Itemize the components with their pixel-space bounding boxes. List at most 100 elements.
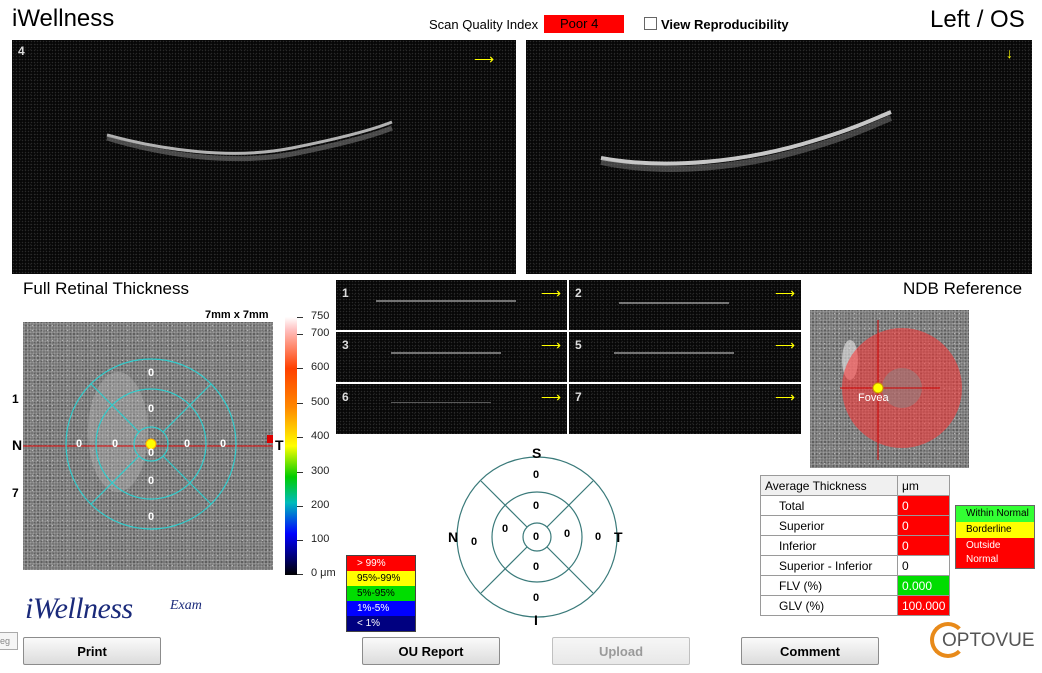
row-label-superior-inferior: Superior - Inferior <box>760 555 898 576</box>
arrow-right-icon: ⟶ <box>474 51 495 67</box>
row-value-superior: 0 <box>896 515 951 536</box>
sector-value-outer-temporal: 0 <box>595 531 602 543</box>
thumbnail-scan[interactable]: 5 ⟶ <box>569 332 801 382</box>
thumbnail-scan[interactable]: 1 ⟶ <box>336 280 567 330</box>
legend-outside-normal: Outside Normal <box>956 538 1034 568</box>
bscan-vertical[interactable]: ↓ <box>526 40 1032 274</box>
comment-button[interactable]: Comment <box>741 637 879 665</box>
optovue-logo: OPTOVUE <box>930 622 1035 662</box>
thickness-color-scale <box>285 317 297 575</box>
average-thickness-table: Average Thickness μm Total 0 Superior 0 … <box>760 475 951 616</box>
thumbnail-scan[interactable]: 3 ⟶ <box>336 332 567 382</box>
thumbnail-scan[interactable]: 7 ⟶ <box>569 384 801 434</box>
retina-scan-image <box>106 120 393 162</box>
optovue-wordmark: OPTOVUE <box>942 630 1035 651</box>
sector-label-temporal: T <box>614 529 623 545</box>
frt-sector-overlay <box>23 358 273 530</box>
arrow-down-icon: ↓ <box>1006 45 1013 61</box>
thumbnail-number: 6 <box>342 390 349 404</box>
iwellness-logo: iWellness Exam <box>25 592 211 628</box>
retina-line <box>619 302 729 304</box>
logo-brand: iWellness <box>25 592 133 625</box>
thumbnail-number: 1 <box>342 286 349 300</box>
logo-sub: Exam <box>170 598 202 613</box>
optovue-ring-icon <box>930 622 966 658</box>
sector-label-superior: S <box>532 445 542 461</box>
scale-tick-label: 500 <box>311 396 330 408</box>
row-value-glv: 100.000 <box>896 595 951 616</box>
frt-value-outer-temporal: 0 <box>220 438 227 450</box>
arrow-right-icon: ⟶ <box>541 337 562 353</box>
frt-value-outer-inferior: 0 <box>148 511 155 523</box>
retina-line <box>391 402 491 403</box>
row-value-flv: 0.000 <box>896 575 951 596</box>
legend-5-95: 5%-95% <box>347 586 415 601</box>
arrow-right-icon: ⟶ <box>541 389 562 405</box>
sector-value-outer-inferior: 0 <box>533 592 540 604</box>
thumbnail-scan[interactable]: 6 ⟶ <box>336 384 567 434</box>
bscan-number: 4 <box>18 44 25 58</box>
print-button[interactable]: Print <box>23 637 161 665</box>
frt-value-inner-nasal: 0 <box>112 438 119 450</box>
eye-label: Left / OS <box>930 6 1025 33</box>
ndb-reference-map[interactable]: Fovea <box>810 310 969 468</box>
arrow-right-icon: ⟶ <box>775 337 796 353</box>
frt-value-outer-superior: 0 <box>148 367 155 379</box>
retina-line <box>391 352 501 354</box>
percentile-legend: > 99% 95%-99% 5%-95% 1%-5% < 1% <box>346 555 416 632</box>
retina-scan-image-vertical <box>600 110 893 172</box>
row-label-glv: GLV (%) <box>760 595 898 616</box>
legend-below-1: < 1% <box>347 616 415 631</box>
frt-value-outer-nasal: 0 <box>76 438 83 450</box>
ou-report-button[interactable]: OU Report <box>362 637 500 665</box>
fovea-label: Fovea <box>858 392 889 404</box>
ndb-overlay <box>840 320 962 460</box>
sector-value-inner-superior: 0 <box>533 500 540 512</box>
thumbnail-grid: 1 ⟶ 2 ⟶ 3 ⟶ 5 ⟶ 6 ⟶ 7 ⟶ <box>336 280 801 435</box>
row-label-total: Total <box>760 495 898 516</box>
frt-value-center: 0 <box>148 447 155 459</box>
legend-above-99: > 99% <box>347 556 415 571</box>
table-header-label: Average Thickness <box>760 475 898 496</box>
scan-quality-value: Poor 4 <box>544 15 624 33</box>
arrow-right-icon: ⟶ <box>541 285 562 301</box>
thumbnail-scan[interactable]: 2 ⟶ <box>569 280 801 330</box>
row-label-inferior: Inferior <box>760 535 898 556</box>
upload-button[interactable]: Upload <box>552 637 690 665</box>
row-value-total: 0 <box>896 495 951 516</box>
row-value-superior-inferior: 0 <box>896 555 951 576</box>
frt-value-inner-inferior: 0 <box>148 475 155 487</box>
ndb-title: NDB Reference <box>903 279 1023 298</box>
bscan-horizontal[interactable]: 4 ⟶ <box>12 40 516 274</box>
view-reproducibility-label[interactable]: View Reproducibility <box>661 17 789 32</box>
thumbnail-number: 3 <box>342 338 349 352</box>
sector-value-inner-inferior: 0 <box>533 561 540 573</box>
frt-side-label-bottom: 7 <box>12 486 19 500</box>
frt-side-label-temporal: T <box>275 437 284 453</box>
frt-value-inner-temporal: 0 <box>184 438 191 450</box>
scale-tick-label: 600 <box>311 361 330 373</box>
sector-label-nasal: N <box>448 529 459 545</box>
view-reproducibility-checkbox[interactable] <box>644 17 657 30</box>
status-legend: Within Normal Borderline Outside Normal <box>955 505 1035 569</box>
frt-thickness-map[interactable]: 0 0 0 0 0 0 0 0 0 <box>23 322 273 570</box>
sector-label-inferior: I <box>534 612 538 628</box>
scale-tick-label: 750 <box>311 310 330 322</box>
legend-1-5: 1%-5% <box>347 601 415 616</box>
frt-title: Full Retinal Thickness <box>23 279 189 298</box>
scale-tick-label: 100 <box>311 533 330 545</box>
scale-tick-label: 300 <box>311 465 330 477</box>
scale-tick-label: 700 <box>311 327 330 339</box>
scan-quality-label: Scan Quality Index <box>429 17 539 32</box>
frt-side-label-top: 1 <box>12 392 19 406</box>
row-label-superior: Superior <box>760 515 898 536</box>
thumbnail-number: 5 <box>575 338 582 352</box>
retina-line <box>614 352 734 354</box>
table-header-unit: μm <box>896 475 951 496</box>
corner-tab[interactable]: eg <box>0 632 18 650</box>
row-value-inferior: 0 <box>896 535 951 556</box>
arrow-right-icon: ⟶ <box>775 285 796 301</box>
thumbnail-number: 2 <box>575 286 582 300</box>
sector-value-center: 0 <box>533 531 540 543</box>
sector-value-outer-nasal: 0 <box>471 536 478 548</box>
